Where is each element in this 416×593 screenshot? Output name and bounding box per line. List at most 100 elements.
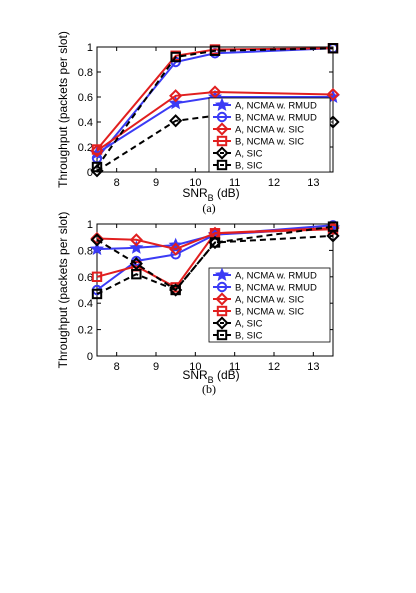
legend-entry: B, SIC	[213, 329, 263, 342]
data-point	[169, 89, 183, 103]
data-point	[326, 229, 340, 243]
legend-marker	[216, 329, 228, 341]
legend-label: B, NCMA w. SIC	[235, 307, 304, 318]
y-tick-label: 1	[87, 219, 93, 231]
data-point	[91, 288, 103, 300]
legend-entry: A, NCMA w. SIC	[213, 292, 304, 306]
x-tick-label: 11	[229, 361, 240, 373]
legend-label: B, NCMA w. RMUD	[235, 113, 317, 124]
legend-marker	[216, 135, 228, 147]
x-tick-label: 9	[153, 361, 159, 373]
x-axis-label: SNRB (dB)	[182, 186, 239, 203]
data-point	[208, 85, 222, 99]
legend-label: A, NCMA w. SIC	[235, 125, 304, 136]
legend-label: A, NCMA w. RMUD	[235, 271, 317, 282]
series-line	[96, 234, 334, 292]
data-point	[129, 240, 144, 254]
legend-entry: B, NCMA w. SIC	[213, 305, 304, 318]
x-tick-label: 13	[307, 361, 319, 373]
legend-label: B, SIC	[235, 331, 263, 342]
legend-entry: A, NCMA w. SIC	[213, 122, 304, 136]
series-line	[96, 228, 334, 289]
data-point	[129, 233, 143, 247]
x-tick-label: 8	[114, 177, 120, 189]
series-line	[96, 47, 334, 168]
legend-box	[208, 267, 331, 343]
y-tick-label: 0.2	[78, 325, 93, 337]
legend-label: A, SIC	[235, 319, 263, 330]
x-tick-label: 10	[189, 361, 201, 373]
y-tick-label: 0.6	[78, 272, 93, 284]
data-point	[91, 271, 103, 283]
data-point	[131, 268, 142, 280]
y-tick-label: 1	[87, 42, 93, 54]
x-tick-label: 13	[307, 177, 319, 189]
data-point	[89, 241, 105, 256]
data-point	[168, 95, 183, 110]
y-tick-label: 0.8	[78, 245, 93, 257]
legend-marker	[216, 305, 228, 317]
legend-marker	[215, 122, 229, 136]
data-point	[327, 221, 339, 232]
legend-entry: A, SIC	[213, 316, 263, 330]
series-line	[96, 47, 334, 159]
data-point	[170, 51, 181, 63]
y-tick-label: 0	[87, 167, 93, 179]
legend-label: A, NCMA w. SIC	[235, 295, 304, 306]
data-point	[170, 284, 181, 296]
series-line	[96, 114, 216, 172]
x-axis-label: SNRB (dB)	[182, 368, 239, 385]
series-line	[96, 96, 333, 155]
data-point	[129, 256, 143, 271]
y-tick-label: 0.4	[78, 298, 93, 310]
legend-entry: B, SIC	[213, 159, 263, 172]
x-tick-label: 12	[268, 177, 280, 189]
y-tick-label: 0	[87, 351, 93, 363]
legend-marker	[215, 316, 229, 330]
legend-label: A, NCMA w. RMUD	[235, 101, 317, 112]
data-point	[209, 45, 221, 56]
legend-label: B, NCMA w. RMUD	[235, 283, 317, 294]
x-tick-label: 11	[229, 177, 240, 189]
y-axis-label: Throughput (packets per slot)	[56, 212, 70, 369]
series-line	[96, 90, 334, 152]
legend-label: B, NCMA w. SIC	[235, 137, 304, 148]
legend-box	[208, 97, 331, 173]
legend-entry: A, NCMA w. RMUD	[213, 267, 317, 282]
data-point	[327, 43, 339, 54]
data-point	[169, 114, 183, 128]
data-point	[170, 249, 181, 260]
y-axis-label: Throughput (packets per slot)	[56, 31, 70, 188]
data-point	[91, 161, 103, 173]
legend-entry: B, NCMA w. RMUD	[213, 281, 317, 294]
legend-marker	[216, 111, 228, 123]
x-tick-label: 10	[189, 177, 201, 189]
x-tick-label: 8	[114, 361, 120, 373]
figure-caption: (b)	[202, 382, 216, 396]
legend-marker	[214, 267, 230, 282]
y-tick-label: 0.6	[78, 92, 93, 104]
legend-marker	[215, 146, 229, 160]
legend-entry: B, NCMA w. RMUD	[213, 111, 317, 124]
data-point	[209, 237, 221, 248]
x-tick-label: 9	[153, 177, 159, 189]
legend-label: B, SIC	[235, 161, 263, 172]
legend-marker	[216, 281, 228, 293]
y-tick-label: 0.2	[78, 142, 93, 154]
series-b-sic	[91, 221, 339, 300]
legend-label: A, SIC	[235, 149, 263, 160]
legend-entry: A, NCMA w. RMUD	[213, 97, 317, 112]
y-tick-label: 0.8	[78, 67, 93, 79]
data-point	[326, 87, 340, 102]
legend-entry: B, NCMA w. SIC	[213, 135, 304, 148]
data-point	[90, 233, 104, 247]
x-tick-label: 12	[268, 361, 280, 373]
legend-entry: A, SIC	[213, 146, 263, 160]
figure-caption: (a)	[202, 201, 215, 215]
y-tick-label: 0.4	[78, 117, 93, 129]
